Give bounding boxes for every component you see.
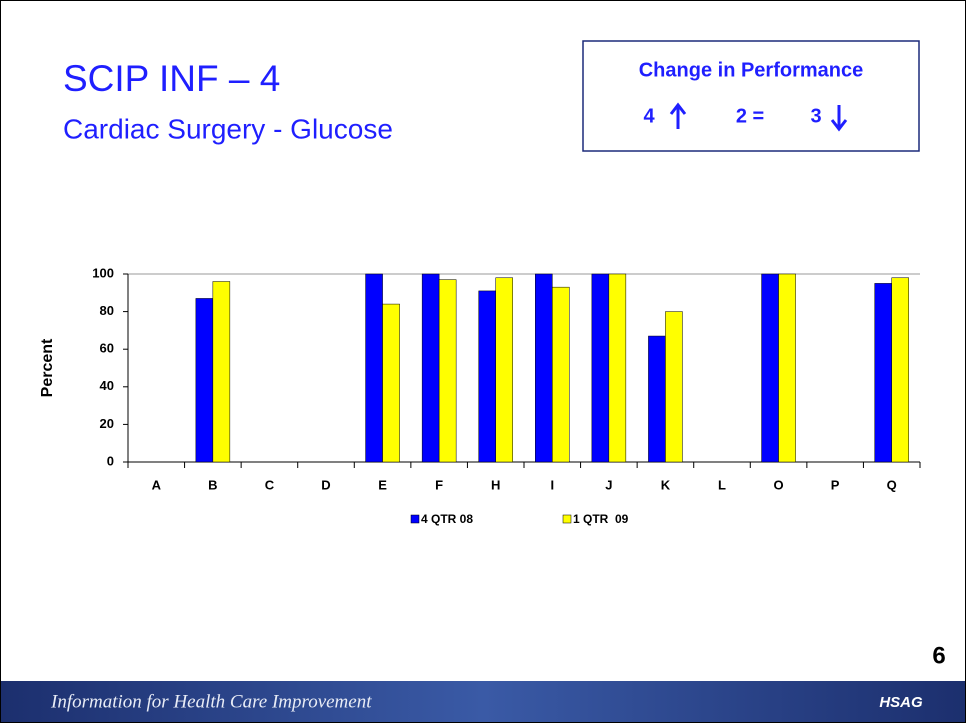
up-arrow — [669, 102, 687, 129]
bar — [478, 290, 496, 463]
footer-logo: HSAG — [879, 694, 923, 711]
legend-label: 4 QTR 08 — [421, 512, 473, 526]
bar — [648, 335, 666, 463]
y-tick-label: 20 — [100, 416, 114, 431]
bar — [535, 273, 553, 463]
x-tick-label: L — [718, 477, 726, 492]
bar — [608, 273, 627, 463]
legend-swatch — [410, 514, 420, 524]
x-tick-label: K — [661, 477, 671, 492]
slide-title: SCIP INF – 4 — [63, 58, 280, 99]
x-tick-label: J — [605, 477, 612, 492]
x-tick-label: A — [152, 477, 162, 492]
x-tick-label: P — [831, 477, 840, 492]
y-tick-label: 80 — [100, 303, 114, 318]
y-tick-label: 40 — [100, 378, 114, 393]
change-box — [582, 40, 920, 152]
bar — [212, 281, 231, 463]
legend-swatch — [562, 514, 572, 524]
x-tick-label: B — [208, 477, 217, 492]
bar — [665, 311, 683, 463]
down-arrow — [830, 105, 848, 132]
equal-count: 2 = — [736, 105, 764, 127]
x-tick-label: C — [265, 477, 275, 492]
x-tick-label: I — [550, 477, 554, 492]
x-tick-label: Q — [887, 477, 897, 492]
page-number: 6 — [932, 642, 945, 669]
bar — [195, 298, 214, 463]
bar — [874, 283, 892, 463]
x-tick-label: F — [435, 477, 443, 492]
bar — [365, 273, 383, 463]
change-box-title: Change in Performance — [639, 59, 864, 81]
bar — [591, 273, 610, 463]
bar — [421, 273, 440, 463]
footer-band — [1, 681, 965, 722]
bar — [778, 273, 796, 463]
down-count: 3 — [810, 105, 821, 127]
y-axis-label: Percent — [39, 338, 56, 397]
x-tick-label: E — [378, 477, 387, 492]
bar — [761, 273, 779, 463]
y-tick-label: 100 — [92, 265, 114, 280]
bar — [552, 286, 570, 463]
x-tick-label: O — [774, 477, 784, 492]
footer-tagline: Information for Health Care Improvement — [50, 691, 372, 712]
bar — [382, 303, 400, 463]
x-tick-label: D — [321, 477, 330, 492]
bar — [438, 279, 457, 463]
bar — [891, 277, 909, 463]
up-count: 4 — [643, 105, 655, 127]
slide-subtitle: Cardiac Surgery - Glucose — [63, 113, 393, 144]
y-tick-label: 60 — [100, 341, 114, 356]
bar — [495, 277, 513, 463]
x-tick-label: H — [491, 477, 500, 492]
legend-label: 1 QTR 09 — [573, 512, 629, 526]
y-tick-label: 0 — [107, 453, 114, 468]
